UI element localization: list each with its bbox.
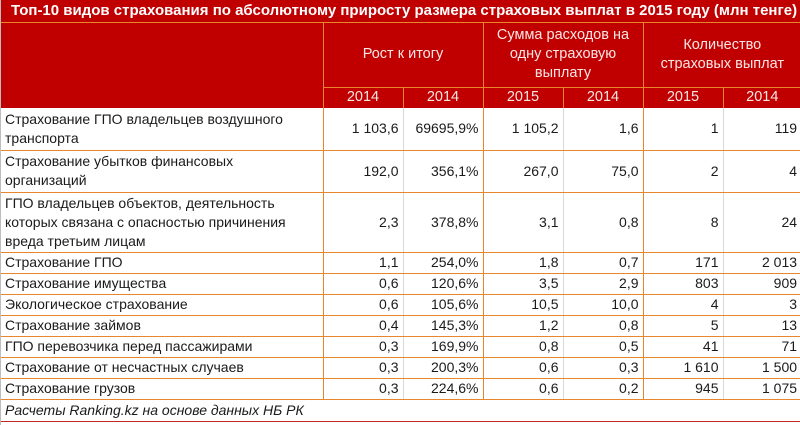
year-header: 2014 — [562, 86, 643, 108]
cell-value: 1 075 — [722, 378, 800, 400]
cell-value: 1,6 — [562, 108, 643, 151]
group-header-growth: Рост к итогу — [322, 22, 483, 87]
cell-value: 8 — [642, 192, 723, 253]
cell-value: 0,5 — [562, 336, 643, 358]
cell-value: 1 500 — [722, 357, 800, 379]
cell-value: 1 103,6 — [322, 108, 403, 151]
table-row: Страхование имущества 0,6 120,6% 3,5 2,9 803 9… — [1, 273, 800, 295]
cell-value: 192,0 — [322, 150, 403, 193]
cell-value: 145,3% — [402, 315, 483, 337]
cell-value: 1,2 — [482, 315, 563, 337]
cell-value: 119 — [722, 108, 800, 151]
cell-value: 4 — [642, 294, 723, 316]
table-row: Страхование от несчастных случаев 0,3 200,… — [1, 357, 800, 379]
cell-value: 71 — [722, 336, 800, 358]
year-header: 2014 — [402, 86, 483, 108]
year-header: 2014 — [322, 86, 403, 108]
cell-value: 1 — [642, 108, 723, 151]
cell-value: 945 — [642, 378, 723, 400]
table-row: Страхование ГПО владельцев воздушного тр… — [1, 108, 800, 151]
cell-value: 0,2 — [562, 378, 643, 400]
cell-value: 5 — [642, 315, 723, 337]
row-label: Страхование имущества — [1, 273, 323, 295]
cell-value: 909 — [722, 273, 800, 295]
cell-value: 3 — [722, 294, 800, 316]
table-row: ГПО перевозчика перед пассажирами 0,3 169,… — [1, 336, 800, 358]
cell-value: 0,6 — [482, 378, 563, 400]
cell-value: 2,3 — [322, 192, 403, 253]
table-row: Экологическое страхование 0,6 105,6% 10,5 10… — [1, 294, 800, 316]
cell-value: 24 — [722, 192, 800, 253]
cell-value: 13 — [722, 315, 800, 337]
table-row: Страхование займов 0,4 145,3% 1,2 0,8 5 13 — [1, 315, 800, 337]
cell-value: 0,6 — [482, 357, 563, 379]
table-title: Топ-10 видов страхования по абсолютному … — [1, 0, 800, 23]
cell-value: 378,8% — [402, 192, 483, 253]
row-label: Страхование займов — [1, 315, 323, 337]
table-row: Страхование ГПО 1,1 254,0% 1,8 0,7 171 2 013 — [1, 252, 800, 274]
cell-value: 803 — [642, 273, 723, 295]
cell-value: 4 — [722, 150, 800, 193]
row-label: Страхование от несчастных случаев — [1, 357, 323, 379]
cell-value: 75,0 — [562, 150, 643, 193]
cell-value: 120,6% — [402, 273, 483, 295]
cell-value: 267,0 — [482, 150, 563, 193]
cell-value: 0,3 — [562, 357, 643, 379]
table-row: ГПО владельцев объектов, деятельность ко… — [1, 192, 800, 253]
cell-value: 41 — [642, 336, 723, 358]
cell-value: 1,1 — [322, 252, 403, 274]
cell-value: 0,3 — [322, 357, 403, 379]
cell-value: 200,3% — [402, 357, 483, 379]
cell-value: 0,4 — [322, 315, 403, 337]
table-row: Страхование грузов 0,3 224,6% 0,6 0,2 945 1 07… — [1, 378, 800, 400]
cell-value: 1 105,2 — [482, 108, 563, 151]
cell-value: 3,1 — [482, 192, 563, 253]
cell-value: 1,8 — [482, 252, 563, 274]
cell-value: 0,6 — [322, 273, 403, 295]
cell-value: 169,9% — [402, 336, 483, 358]
cell-value: 69695,9% — [402, 108, 483, 151]
cell-value: 171 — [642, 252, 723, 274]
group-header-avg-payout: Сумма расходов на одну страховую выплату — [482, 22, 643, 87]
group-header-payout-count: Количество страховых выплат — [642, 22, 800, 87]
year-header: 2015 — [482, 86, 563, 108]
row-label: Страхование грузов — [1, 378, 323, 400]
cell-value: 2 013 — [722, 252, 800, 274]
cell-value: 0,8 — [562, 315, 643, 337]
row-label: ГПО перевозчика перед пассажирами — [1, 336, 323, 358]
cell-value: 10,5 — [482, 294, 563, 316]
source-note: Расчеты Ranking.kz на основе данных НБ Р… — [1, 398, 800, 422]
row-label: ГПО владельцев объектов, деятельность ко… — [1, 192, 323, 253]
cell-value: 2 — [642, 150, 723, 193]
row-label: Страхование убытков финансовых организац… — [1, 150, 323, 193]
row-label: Экологическое страхование — [1, 294, 323, 316]
year-header: 2015 — [642, 86, 723, 108]
cell-value: 0,8 — [562, 192, 643, 253]
row-label-header — [1, 22, 323, 108]
row-label: Страхование ГПО владельцев воздушного тр… — [1, 108, 323, 151]
cell-value: 3,5 — [482, 273, 563, 295]
row-label: Страхование ГПО — [1, 252, 323, 274]
cell-value: 0,6 — [322, 294, 403, 316]
table-row: Страхование убытков финансовых организац… — [1, 150, 800, 193]
cell-value: 10,0 — [562, 294, 643, 316]
cell-value: 356,1% — [402, 150, 483, 193]
cell-value: 0,8 — [482, 336, 563, 358]
cell-value: 105,6% — [402, 294, 483, 316]
cell-value: 254,0% — [402, 252, 483, 274]
cell-value: 0,3 — [322, 378, 403, 400]
cell-value: 0,3 — [322, 336, 403, 358]
cell-value: 2,9 — [562, 273, 643, 295]
year-header: 2014 — [722, 86, 800, 108]
cell-value: 1 610 — [642, 357, 723, 379]
cell-value: 224,6% — [402, 378, 483, 400]
cell-value: 0,7 — [562, 252, 643, 274]
